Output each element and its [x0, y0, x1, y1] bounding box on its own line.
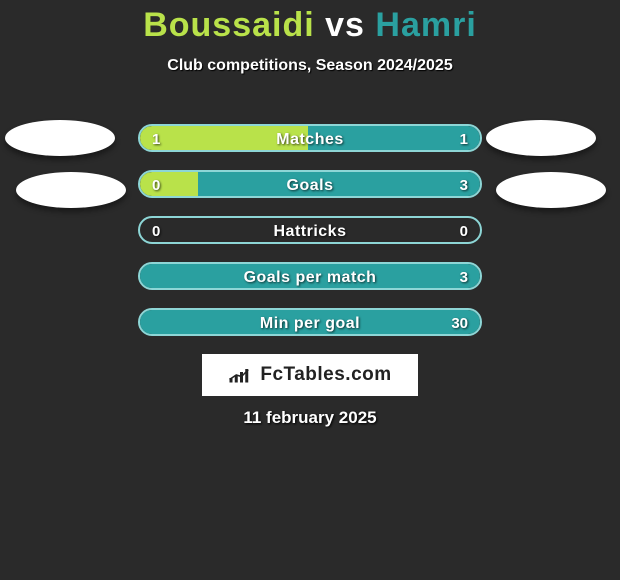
stat-label: Goals per match: [140, 264, 480, 290]
stat-label: Matches: [140, 126, 480, 152]
subtitle: Club competitions, Season 2024/2025: [0, 57, 620, 75]
stat-label: Hattricks: [140, 218, 480, 244]
stat-row: 11Matches: [138, 124, 482, 152]
ellipse-right-bot: [496, 172, 606, 208]
stat-rows: 11Matches 03Goals 00Hattricks 3Goals per ma…: [138, 124, 482, 354]
signal-icon: [228, 365, 258, 385]
brand-box[interactable]: FcTables.com: [202, 354, 418, 396]
ellipse-left-top: [5, 120, 115, 156]
stat-label: Goals: [140, 172, 480, 198]
title-player2: Hamri: [375, 6, 476, 44]
title-vs: vs: [325, 6, 365, 44]
stat-row: 30Min per goal: [138, 308, 482, 336]
stat-row: 00Hattricks: [138, 216, 482, 244]
stat-row: 3Goals per match: [138, 262, 482, 290]
brand-text: FcTables.com: [260, 364, 391, 386]
stage: Boussaidi vs Hamri Club competitions, Se…: [0, 0, 620, 580]
stat-label: Min per goal: [140, 310, 480, 336]
footer-date: 11 february 2025: [0, 408, 620, 428]
title-player1: Boussaidi: [143, 6, 314, 44]
ellipse-right-top: [486, 120, 596, 156]
page-title: Boussaidi vs Hamri: [0, 0, 620, 45]
stat-row: 03Goals: [138, 170, 482, 198]
ellipse-left-bot: [16, 172, 126, 208]
